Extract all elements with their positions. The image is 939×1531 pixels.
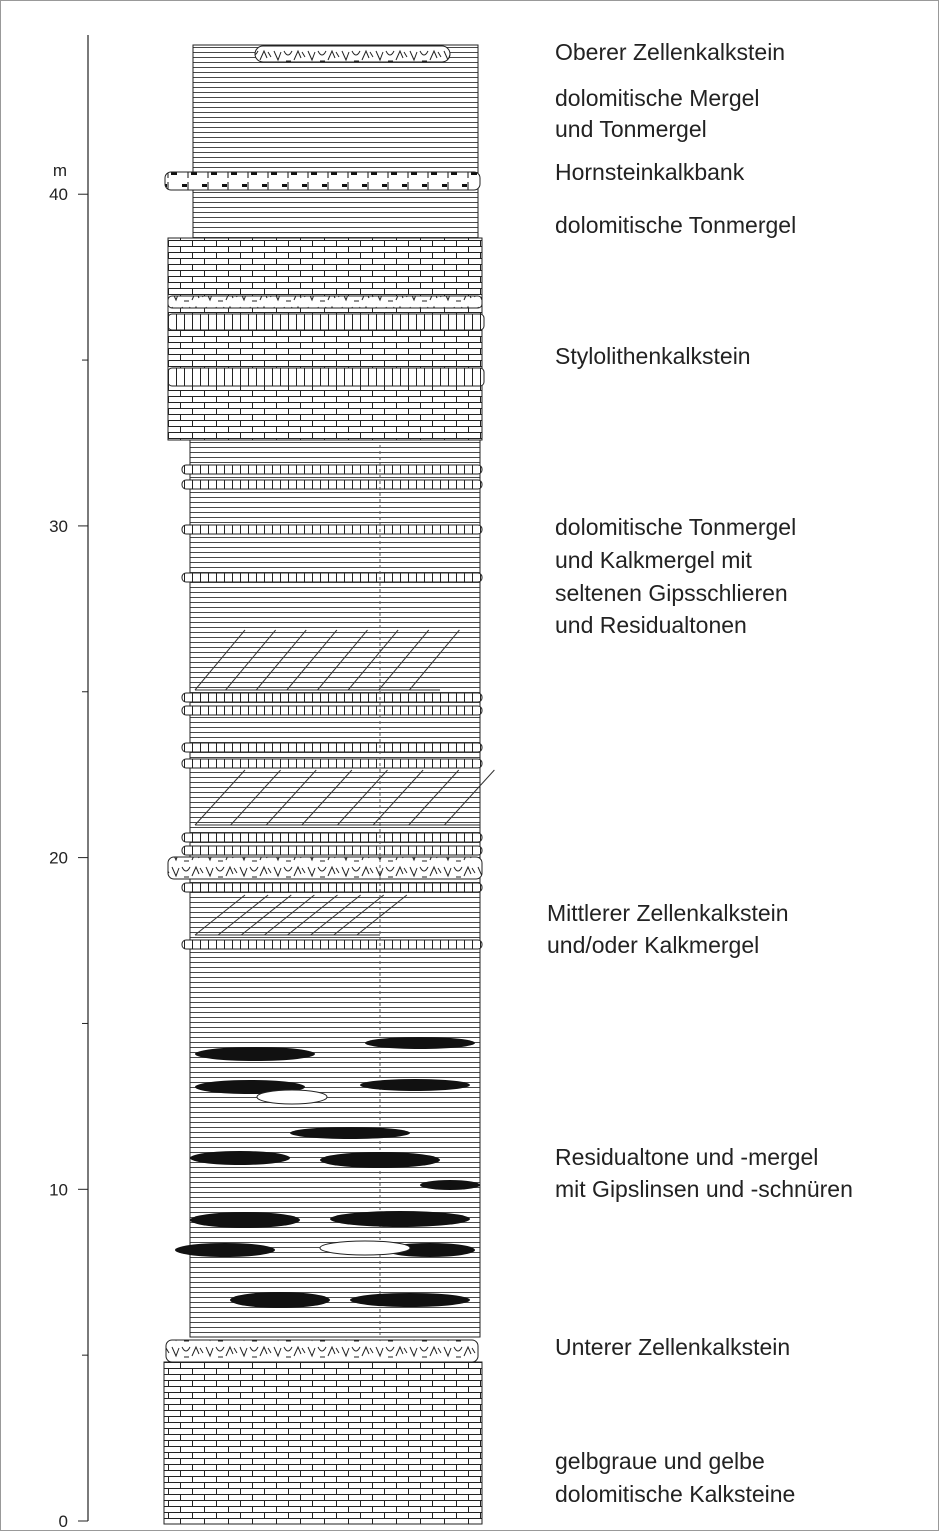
cross-lamination [194, 629, 246, 691]
layer-label: und Residualtonen [555, 612, 747, 638]
layer-label: dolomitische Kalksteine [555, 1481, 795, 1507]
cross-lamination [240, 894, 292, 936]
cross-lamination [194, 769, 246, 826]
layer-label: gelbgraue und gelbe [555, 1448, 765, 1474]
limestone-band [181, 832, 483, 843]
gypsum-lens [350, 1293, 470, 1307]
gypsum-lens [195, 1047, 315, 1061]
gypsum-nodule [319, 1240, 411, 1256]
limestone-band [181, 705, 483, 716]
cross-lamination [372, 769, 424, 826]
gypsum-lens [290, 1127, 410, 1139]
cross-lamination [301, 769, 353, 826]
limestone-layer [163, 1361, 483, 1525]
tick-label: 10 [49, 1180, 68, 1199]
layer-label: dolomitische Mergel [555, 85, 760, 111]
gypsum-lens [365, 1037, 475, 1049]
layer-label: Stylolithenkalkstein [555, 343, 751, 369]
limestone-band [181, 742, 483, 753]
cross-lamination [310, 894, 361, 936]
tick-label: 0 [59, 1512, 68, 1531]
cross-lamination [317, 629, 368, 691]
tick-label: 30 [49, 517, 68, 536]
cross-lamination [217, 894, 269, 936]
cross-lamination [264, 894, 315, 936]
layer-label: Unterer Zellenkalkstein [555, 1334, 790, 1360]
limestone-band [181, 524, 483, 535]
limestone-band [167, 367, 485, 387]
layer-labels: Oberer Zellenkalkstein dolomitische Merge… [547, 39, 853, 1507]
gypsum-lens [190, 1212, 300, 1228]
layer-label: Hornsteinkalkbank [555, 159, 745, 185]
layer-label: und/oder Kalkmergel [547, 932, 759, 958]
gypsum-lens [320, 1152, 440, 1168]
layer-label: seltenen Gipsschlieren [555, 580, 788, 606]
cross-lamination [378, 629, 430, 691]
gypsum-lens [330, 1211, 470, 1227]
cellular-lens [254, 45, 451, 63]
cross-lamination [347, 629, 399, 691]
cross-lamination [444, 769, 495, 826]
limestone-layer [167, 237, 483, 441]
marl-layer [192, 44, 479, 239]
layer-label: dolomitische Tonmergel [555, 212, 796, 238]
layer-label: mit Gipslinsen und -schnüren [555, 1176, 853, 1202]
gypsum-nodule [256, 1089, 328, 1105]
limestone-band [181, 572, 483, 583]
limestone-band [167, 313, 485, 331]
cross-lamination [287, 894, 338, 936]
gypsum-lens [175, 1243, 275, 1257]
cross-lamination [255, 629, 307, 691]
limestone-band [181, 692, 483, 703]
limestone-band [167, 295, 483, 309]
limestone-band [181, 479, 483, 490]
gypsum-lens [360, 1079, 470, 1091]
scale-unit: m [53, 161, 67, 180]
limestone-band [181, 882, 483, 893]
cross-lamination [408, 769, 460, 826]
tick-label: 20 [49, 849, 68, 868]
gypsum-lens [420, 1180, 480, 1190]
cross-lamination [194, 894, 246, 936]
limestone-band [181, 939, 483, 950]
gypsum-lens [230, 1292, 330, 1308]
cross-lamination [286, 629, 338, 691]
layer-label: Residualtone und -mergel [555, 1144, 818, 1170]
column [163, 44, 495, 1525]
cross-lamination [337, 769, 388, 826]
cellular-layer [165, 1339, 479, 1363]
layer-label: und Kalkmergel mit [555, 547, 752, 573]
cross-lamination [356, 894, 408, 936]
limestone-band [181, 845, 483, 856]
cross-lamination [265, 769, 317, 826]
cross-lamination [225, 629, 277, 691]
cross-lamination [408, 629, 460, 691]
cross-lamination [230, 769, 281, 826]
cross-lamination [333, 894, 385, 936]
cellular-band [167, 856, 483, 880]
layer-label: und Tonmergel [555, 116, 707, 142]
layer-label: Mittlerer Zellenkalkstein [547, 900, 789, 926]
layer-label: dolomitische Tonmergel [555, 514, 796, 540]
layer-label: Oberer Zellenkalkstein [555, 39, 785, 65]
limestone-band [181, 464, 483, 475]
tick-label: 40 [49, 185, 68, 204]
limestone-band [181, 758, 483, 769]
chert-bank [164, 171, 481, 191]
gypsum-lens [190, 1151, 290, 1165]
